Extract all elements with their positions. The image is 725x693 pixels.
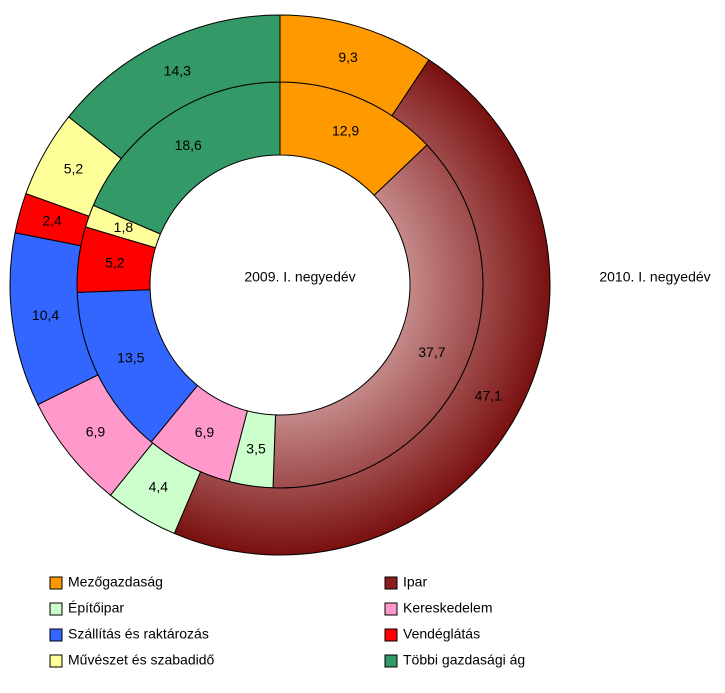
ring-label: 2010. I. negyedév [599, 269, 710, 285]
donut-segment [68, 14, 281, 160]
value-label: 5,2 [64, 160, 84, 176]
value-label: 4,4 [149, 479, 169, 495]
legend-swatch [384, 628, 398, 642]
value-label: 14,3 [164, 63, 191, 79]
legend-label: Szállítás és raktározás [68, 626, 209, 642]
value-label: 2,4 [42, 213, 62, 229]
value-label: 5,2 [105, 255, 125, 271]
value-label: 10,4 [32, 307, 59, 323]
legend-label: Vendéglátás [403, 626, 480, 642]
value-label: 3,5 [246, 440, 266, 456]
value-label: 18,6 [175, 137, 202, 153]
value-label: 6,9 [86, 424, 106, 440]
value-label: 12,9 [332, 123, 359, 139]
value-label: 13,5 [117, 350, 144, 366]
legend-label: Ipar [403, 574, 427, 590]
legend-label: Kereskedelem [403, 600, 493, 616]
legend-label: Építőipar [68, 600, 124, 616]
legend-swatch [384, 576, 398, 590]
legend-swatch [49, 654, 63, 668]
value-label: 6,9 [195, 424, 215, 440]
legend-swatch [49, 602, 63, 616]
ring-label: 2009. I. negyedév [244, 269, 355, 285]
legend-label: Mezőgazdaság [68, 574, 163, 590]
value-label: 37,7 [418, 344, 445, 360]
value-label: 1,8 [114, 219, 134, 235]
value-label: 47,1 [475, 388, 502, 404]
value-label: 9,3 [338, 49, 358, 65]
legend-swatch [384, 654, 398, 668]
legend-label: Többi gazdasági ág [403, 652, 525, 668]
legend-label: Művészet és szabadidő [68, 652, 215, 668]
legend-swatch [384, 602, 398, 616]
legend-swatch [49, 576, 63, 590]
legend-swatch [49, 628, 63, 642]
donut-segment [173, 59, 551, 556]
